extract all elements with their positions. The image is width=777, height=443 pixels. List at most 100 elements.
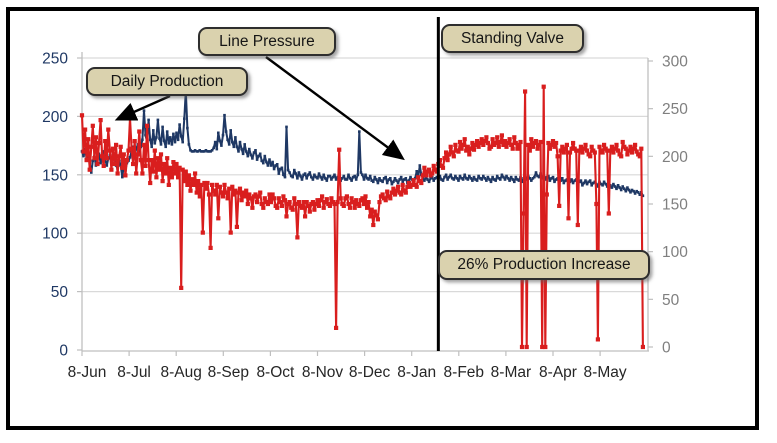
series-marker	[288, 171, 291, 174]
series-marker	[334, 325, 339, 330]
series-marker	[462, 137, 467, 142]
series-marker	[344, 194, 349, 199]
series-marker	[253, 192, 258, 197]
series-marker	[248, 147, 251, 151]
series-marker	[272, 196, 277, 201]
series-marker	[612, 182, 615, 186]
series-marker	[105, 164, 109, 167]
series-marker	[619, 188, 623, 192]
series-marker	[290, 207, 295, 212]
series-marker	[230, 184, 235, 189]
series-marker	[514, 175, 518, 179]
series-marker	[213, 192, 218, 197]
series-marker	[451, 177, 454, 180]
series-marker	[599, 182, 603, 186]
series-marker	[451, 154, 456, 159]
series-marker	[496, 144, 501, 149]
series-marker	[259, 201, 264, 207]
series-marker	[471, 179, 474, 182]
series-marker	[138, 158, 143, 163]
series-marker	[179, 285, 184, 290]
series-marker	[490, 137, 495, 142]
series-marker	[176, 175, 181, 180]
series-marker	[569, 146, 574, 151]
x-axis-label: 8-May	[584, 364, 627, 381]
x-axis-label: 8-Jan	[397, 364, 436, 381]
series-marker	[337, 147, 342, 152]
series-marker	[158, 152, 164, 157]
series-marker	[505, 174, 508, 178]
series-marker	[213, 140, 217, 144]
series-marker	[158, 137, 161, 140]
series-marker	[162, 139, 166, 143]
series-marker	[166, 182, 171, 187]
series-marker	[361, 201, 367, 207]
series-marker	[434, 169, 439, 174]
series-marker	[274, 164, 277, 167]
series-marker	[121, 152, 126, 157]
left-axis-label: 50	[51, 284, 69, 301]
series-marker	[180, 167, 185, 172]
series-marker	[482, 174, 485, 178]
line-pressure-callout: Line Pressure	[198, 27, 336, 56]
series-marker	[203, 186, 208, 191]
series-marker	[305, 177, 308, 180]
series-marker	[371, 222, 376, 228]
series-marker	[209, 150, 212, 153]
series-marker	[204, 149, 208, 152]
series-marker	[616, 148, 621, 153]
series-marker	[513, 140, 518, 146]
series-marker	[587, 180, 590, 184]
series-marker	[494, 179, 497, 182]
series-marker	[632, 189, 635, 193]
series-marker	[432, 179, 435, 182]
series-marker	[613, 185, 617, 188]
series-marker	[448, 144, 453, 149]
series-marker	[611, 150, 616, 155]
series-marker	[385, 181, 389, 185]
series-marker	[385, 189, 390, 194]
series-marker	[323, 177, 327, 180]
series-marker	[592, 150, 597, 155]
series-marker	[349, 196, 354, 201]
series-marker	[400, 182, 405, 187]
series-marker	[520, 180, 524, 184]
series-marker	[255, 158, 259, 161]
series-marker	[183, 117, 186, 120]
series-marker	[429, 177, 432, 180]
series-marker	[282, 173, 285, 177]
series-marker	[332, 201, 337, 207]
series-marker	[394, 188, 399, 193]
series-marker	[237, 186, 243, 191]
series-marker	[498, 139, 503, 145]
series-marker	[523, 89, 528, 94]
series-marker	[461, 178, 465, 181]
series-marker	[210, 149, 214, 152]
series-marker	[150, 145, 153, 149]
series-marker	[375, 217, 380, 222]
series-marker	[374, 213, 379, 218]
series-marker	[606, 211, 611, 216]
x-axis-label: 8-Nov	[302, 364, 344, 381]
series-marker	[573, 179, 576, 182]
series-marker	[356, 173, 360, 177]
series-marker	[635, 189, 638, 193]
series-marker	[405, 184, 410, 189]
series-marker	[308, 171, 312, 174]
series-marker	[623, 146, 628, 151]
series-marker	[631, 146, 636, 151]
series-marker	[609, 144, 614, 149]
series-marker	[550, 139, 556, 144]
series-marker	[602, 142, 607, 147]
series-marker	[495, 174, 499, 178]
series-marker	[447, 152, 452, 157]
series-marker	[157, 167, 162, 172]
series-marker	[585, 182, 589, 186]
series-marker	[581, 146, 587, 151]
series-marker	[530, 179, 533, 182]
series-marker	[452, 178, 456, 181]
series-marker	[241, 152, 245, 156]
series-marker	[143, 163, 148, 168]
series-marker	[353, 174, 356, 178]
